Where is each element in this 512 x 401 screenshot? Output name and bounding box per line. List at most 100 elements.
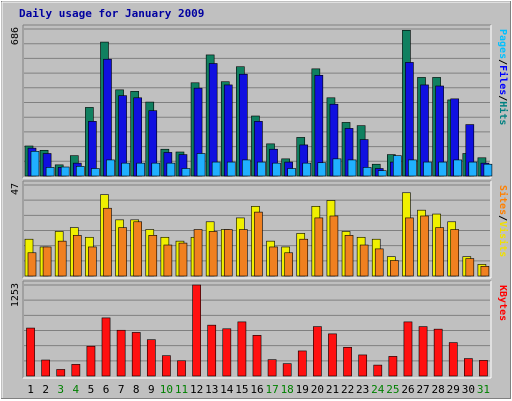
legend-entry: KBytes (497, 285, 508, 321)
bar-kbytes-day-9 (146, 339, 156, 377)
x-tick-label: 12 (190, 383, 203, 396)
bar-sites-day-6 (103, 207, 112, 277)
x-tick-label: 9 (148, 383, 155, 396)
bar-pages-day-29 (453, 159, 463, 177)
x-tick-label: 30 (462, 383, 475, 396)
legend-hits: Pages/Files/Hits (497, 29, 509, 125)
bar-pages-day-6 (106, 159, 115, 177)
bar-pages-day-27 (423, 161, 432, 177)
bar-sites-day-13 (208, 231, 218, 277)
x-tick-label: 18 (281, 383, 294, 396)
bar-pages-day-12 (196, 153, 206, 177)
bar-kbytes-day-17 (267, 359, 277, 377)
bar-kbytes-day-23 (358, 354, 368, 377)
bar-sites-day-7 (118, 227, 127, 277)
x-tick-label: 7 (118, 383, 125, 396)
bar-files-day-26 (405, 62, 414, 177)
bar-sites-day-27 (420, 215, 429, 277)
x-tick-label: 14 (220, 383, 234, 396)
bar-kbytes-day-2 (41, 359, 50, 377)
bar-pages-day-5 (91, 168, 100, 177)
bar-pages-day-20 (317, 162, 327, 177)
bar-kbytes-day-24 (373, 364, 383, 377)
bar-pages-day-18 (287, 168, 296, 177)
bar-kbytes-day-14 (222, 328, 232, 377)
x-tick-label: 11 (175, 383, 188, 396)
x-tick-label: 5 (88, 383, 95, 396)
x-tick-label: 3 (57, 383, 64, 396)
legend-entry: Visits (497, 221, 509, 257)
x-tick-label: 10 (160, 383, 173, 396)
x-tick-label: 15 (235, 383, 248, 396)
bar-sites-day-10 (163, 244, 173, 277)
x-tick-label: 16 (250, 383, 263, 396)
bar-pages-day-4 (75, 166, 85, 177)
legend-entry: Hits (497, 101, 509, 125)
legend-kbytes: KBytes (497, 285, 508, 321)
x-tick-label: 24 (371, 383, 385, 396)
bar-kbytes-day-4 (71, 364, 81, 377)
bar-kbytes-day-27 (418, 326, 428, 377)
bar-pages-day-16 (257, 161, 266, 177)
bar-kbytes-day-10 (162, 355, 171, 377)
bar-kbytes-day-19 (297, 350, 307, 377)
bar-sites-day-29 (450, 229, 460, 277)
bar-sites-day-17 (269, 246, 278, 277)
y-max-label: 1253 (10, 283, 21, 307)
bar-sites-day-5 (88, 246, 97, 277)
x-tick-label: 20 (311, 383, 324, 396)
bar-pages-day-25 (393, 155, 402, 177)
x-tick-label: 2 (42, 383, 49, 396)
bar-kbytes-day-18 (282, 363, 292, 377)
x-tick-label: 22 (341, 383, 354, 396)
bar-kbytes-day-8 (131, 332, 141, 377)
bar-sites-day-22 (344, 235, 354, 277)
x-tick-label: 28 (432, 383, 445, 396)
bar-kbytes-day-6 (101, 317, 111, 377)
bar-sites-day-21 (329, 215, 339, 277)
x-tick-label: 23 (356, 383, 369, 396)
bar-sites-day-20 (314, 217, 324, 277)
x-tick-label: 1 (27, 383, 34, 396)
bar-kbytes-day-31 (479, 360, 488, 377)
bar-sites-day-8 (133, 221, 142, 277)
bar-kbytes-day-3 (56, 369, 66, 377)
panel-hits: 686 Pages/Files/Hits (10, 24, 509, 179)
bar-pages-day-22 (347, 159, 357, 177)
y-max-label: 686 (10, 27, 21, 45)
bar-files-day-6 (103, 58, 112, 177)
bar-pages-day-7 (121, 162, 130, 177)
x-axis-ticks: 1 2 3 4 5 6 7 8 9 10 11 12 13 14 15 16 17 18 19 20 21 22 23 24 2… (27, 383, 490, 396)
chart-title: Daily usage for January 2009 (19, 7, 204, 20)
legend-entry: Sites (497, 185, 509, 215)
bar-sites-day-19 (299, 238, 309, 277)
x-tick-label: 19 (296, 383, 309, 396)
bar-kbytes-day-29 (448, 342, 458, 377)
x-tick-label: 4 (73, 383, 80, 396)
bar-kbytes-day-11 (177, 360, 186, 377)
bar-sites-day-18 (284, 252, 293, 277)
bar-sites-day-12 (193, 229, 203, 277)
bar-pages-day-26 (408, 159, 417, 177)
bar-pages-day-10 (166, 162, 176, 177)
bar-kbytes-day-7 (116, 329, 126, 377)
bar-kbytes-day-28 (433, 328, 443, 377)
bar-sites-day-14 (223, 229, 233, 277)
bar-kbytes-day-30 (464, 358, 473, 377)
bar-kbytes-day-26 (403, 321, 413, 377)
bar-sites-day-2 (42, 246, 52, 277)
bar-sites-day-16 (254, 211, 263, 277)
panel-kbytes: 1253 KBytes (10, 280, 508, 379)
x-tick-label: 29 (447, 383, 460, 396)
legend-visits: Sites/Visits (497, 185, 509, 257)
legend-entry: / (497, 215, 508, 221)
bar-pages-day-31 (483, 163, 493, 177)
bar-pages-day-23 (362, 167, 372, 177)
bar-files-day-5 (88, 121, 97, 177)
bar-sites-day-25 (390, 260, 399, 277)
legend-entry: Pages (497, 29, 508, 59)
bar-sites-day-9 (148, 235, 158, 277)
x-tick-label: 21 (326, 383, 339, 396)
